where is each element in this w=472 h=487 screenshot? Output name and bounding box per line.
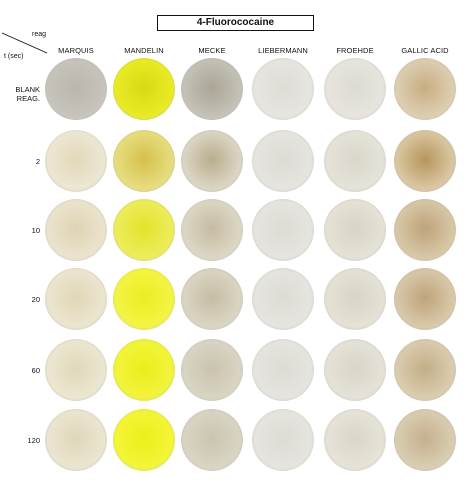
reaction-dish xyxy=(324,268,386,330)
reaction-dish xyxy=(324,130,386,192)
reaction-dish xyxy=(252,58,314,120)
reagent-header: LIEBERMANN xyxy=(258,46,308,55)
reaction-dish xyxy=(394,339,456,401)
reaction-dish xyxy=(113,199,175,261)
reaction-dish xyxy=(394,199,456,261)
reaction-dish xyxy=(252,409,314,471)
reaction-dish xyxy=(45,409,107,471)
corner-reagent-label: reag xyxy=(32,31,47,38)
reagent-header: GALLIC ACID xyxy=(401,46,449,55)
chart-title: 4-Fluorococaine xyxy=(157,15,314,31)
reaction-dish xyxy=(394,130,456,192)
reaction-dish xyxy=(394,58,456,120)
reagent-header: MARQUIS xyxy=(58,46,94,55)
reaction-dish xyxy=(113,268,175,330)
corner-time-label: t (sec) xyxy=(4,53,24,60)
reaction-dish xyxy=(324,199,386,261)
reaction-dish xyxy=(113,339,175,401)
reaction-dish xyxy=(181,130,243,192)
reaction-dish xyxy=(181,409,243,471)
corner-header: reag t (sec) xyxy=(0,31,50,71)
reagent-header: MANDELIN xyxy=(124,46,164,55)
reaction-dish xyxy=(45,199,107,261)
reaction-dish xyxy=(45,339,107,401)
reaction-dish xyxy=(252,339,314,401)
time-label: 2 xyxy=(35,157,40,166)
reaction-dish xyxy=(394,409,456,471)
reaction-dish xyxy=(252,268,314,330)
reaction-dish xyxy=(45,130,107,192)
reaction-dish xyxy=(45,58,107,120)
reaction-dish xyxy=(113,130,175,192)
reaction-dish xyxy=(181,199,243,261)
time-label: 20 xyxy=(31,295,40,304)
reaction-dish xyxy=(113,409,175,471)
reagent-header: FROEHDE xyxy=(336,46,374,55)
corner-diagonal-line xyxy=(1,32,48,54)
reaction-dish xyxy=(181,339,243,401)
reaction-dish xyxy=(181,58,243,120)
reaction-dish xyxy=(324,339,386,401)
reaction-dish xyxy=(113,58,175,120)
reaction-dish xyxy=(324,58,386,120)
reaction-dish xyxy=(394,268,456,330)
reagent-header: MECKE xyxy=(198,46,226,55)
reaction-dish xyxy=(252,130,314,192)
reaction-dish xyxy=(181,268,243,330)
time-label: BLANK REAG. xyxy=(15,85,40,103)
time-label: 60 xyxy=(31,366,40,375)
reaction-dish xyxy=(324,409,386,471)
reaction-dish xyxy=(45,268,107,330)
time-label: 120 xyxy=(27,436,40,445)
reaction-dish xyxy=(252,199,314,261)
time-label: 10 xyxy=(31,226,40,235)
